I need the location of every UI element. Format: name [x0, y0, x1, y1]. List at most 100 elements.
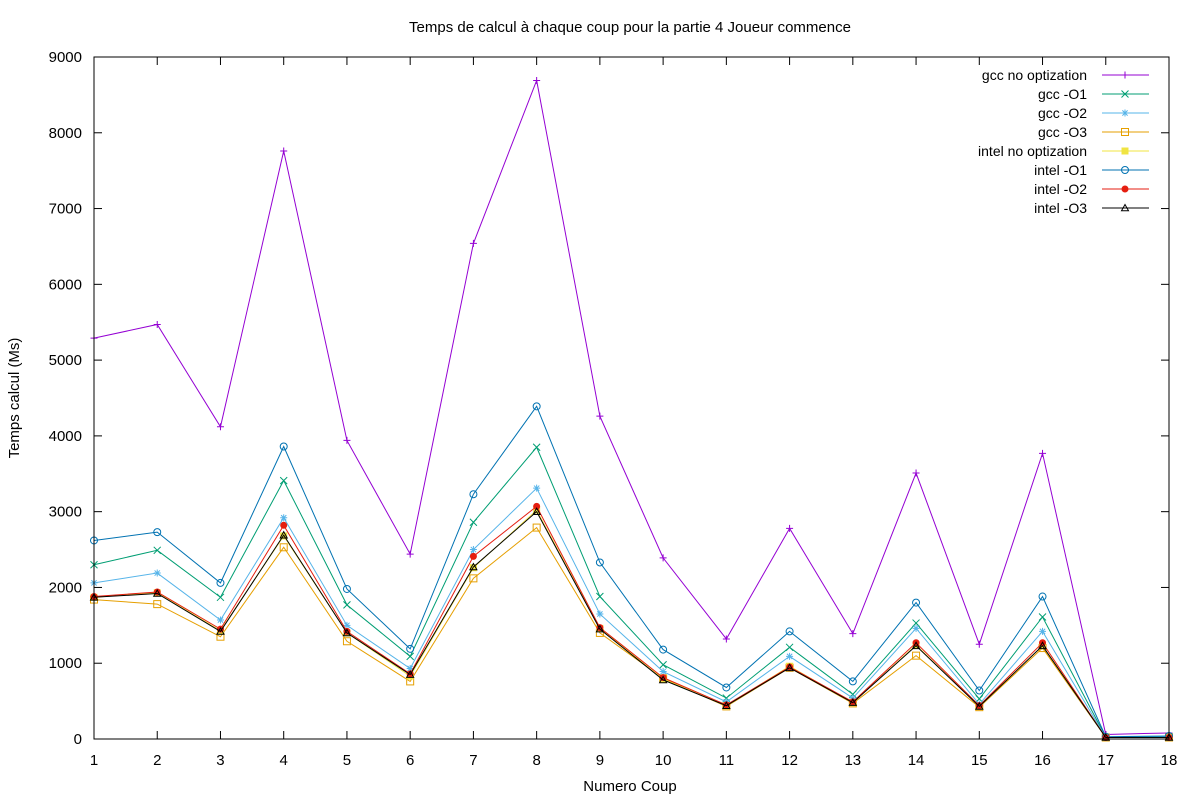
data-point	[785, 663, 794, 672]
data-point	[722, 701, 731, 709]
data-point	[469, 562, 478, 571]
series-5	[90, 506, 1173, 741]
legend-item: intel no optization	[978, 143, 1149, 159]
data-point	[595, 624, 605, 633]
x-tick-label: 1	[90, 752, 98, 769]
y-axis-title: Temps calcul (Ms)	[6, 338, 23, 459]
data-point	[280, 514, 288, 522]
data-point	[658, 675, 668, 684]
data-point	[532, 523, 541, 532]
legend-label: gcc -O1	[1038, 86, 1087, 102]
x-tick-label: 12	[781, 752, 798, 769]
data-point	[280, 147, 288, 155]
x-tick-label: 14	[908, 752, 925, 769]
data-point	[216, 423, 224, 431]
y-tick-label: 9000	[49, 49, 82, 66]
data-point	[342, 628, 352, 637]
data-point	[152, 588, 162, 597]
series-2	[90, 443, 1173, 741]
data-point	[469, 552, 477, 560]
data-point	[1038, 641, 1047, 650]
data-point	[912, 624, 920, 632]
data-point	[1038, 592, 1047, 601]
legend-label: gcc no optization	[982, 67, 1087, 83]
data-point	[1039, 627, 1047, 635]
data-point	[1038, 613, 1047, 621]
data-point	[343, 436, 351, 444]
legend-item: gcc -O2	[1038, 105, 1149, 121]
data-point	[342, 637, 351, 646]
data-point	[849, 630, 857, 638]
series-8	[89, 507, 1174, 741]
data-point	[279, 530, 289, 539]
data-point	[848, 698, 858, 706]
data-point	[786, 524, 794, 532]
series-line	[93, 526, 1169, 738]
data-point	[786, 652, 794, 660]
series-line	[93, 510, 1169, 738]
legend-marker	[1121, 128, 1129, 136]
data-point	[912, 469, 920, 477]
legend: gcc no optization gcc -O1 gcc -O2 gcc -O3 in…	[978, 67, 1149, 216]
data-point	[1039, 449, 1047, 457]
legend-item: intel -O1	[1034, 162, 1149, 178]
data-point	[596, 592, 604, 601]
data-point	[343, 601, 351, 609]
y-tick-label: 5000	[49, 352, 82, 369]
legend-label: intel no optization	[978, 143, 1087, 159]
data-point	[849, 698, 857, 706]
y-tick-label: 8000	[49, 125, 82, 142]
data-point	[722, 683, 731, 692]
data-point	[785, 627, 794, 636]
legend-item: intel -O2	[1034, 181, 1149, 197]
data-point	[343, 621, 351, 629]
data-point	[912, 598, 921, 607]
data-point	[595, 558, 604, 567]
data-point	[659, 554, 667, 562]
data-point	[596, 610, 604, 618]
legend-item: gcc -O1	[1038, 86, 1149, 102]
data-point	[406, 550, 414, 558]
data-point	[405, 670, 415, 678]
y-tick-label: 3000	[49, 504, 82, 521]
x-tick-label: 2	[153, 752, 161, 769]
legend-marker	[1121, 147, 1129, 155]
data-point	[722, 635, 730, 643]
data-point	[596, 412, 604, 420]
data-point	[216, 593, 225, 602]
series-4	[90, 523, 1173, 742]
y-tick-label: 7000	[49, 201, 82, 218]
x-tick-label: 16	[1034, 752, 1051, 769]
data-point	[1101, 732, 1111, 741]
data-point	[342, 584, 351, 593]
data-point	[975, 686, 984, 695]
data-point	[280, 521, 288, 529]
series-line	[93, 509, 1169, 738]
legend-marker	[1121, 185, 1129, 193]
chart-title: Temps de calcul à chaque coup pour la pa…	[409, 19, 851, 36]
legend-marker	[1120, 203, 1130, 212]
plot-frame	[93, 56, 1170, 740]
data-point	[533, 76, 541, 84]
y-tick-label: 1000	[49, 655, 82, 672]
data-point	[912, 619, 920, 627]
legend-marker	[1121, 71, 1129, 79]
data-point	[469, 239, 477, 247]
legend-label: intel -O2	[1034, 181, 1087, 197]
data-point	[659, 660, 667, 669]
data-point	[659, 668, 667, 676]
data-point	[469, 518, 478, 527]
data-point	[911, 641, 921, 650]
data-point	[216, 616, 224, 624]
data-point	[216, 578, 225, 587]
series-line	[93, 446, 1170, 738]
data-point	[848, 677, 857, 686]
legend-item: gcc -O3	[1038, 124, 1149, 140]
data-point	[1164, 732, 1174, 741]
series-3	[90, 484, 1173, 741]
x-tick-label: 3	[216, 752, 224, 769]
series-6	[90, 402, 1173, 741]
data-point	[532, 443, 541, 452]
